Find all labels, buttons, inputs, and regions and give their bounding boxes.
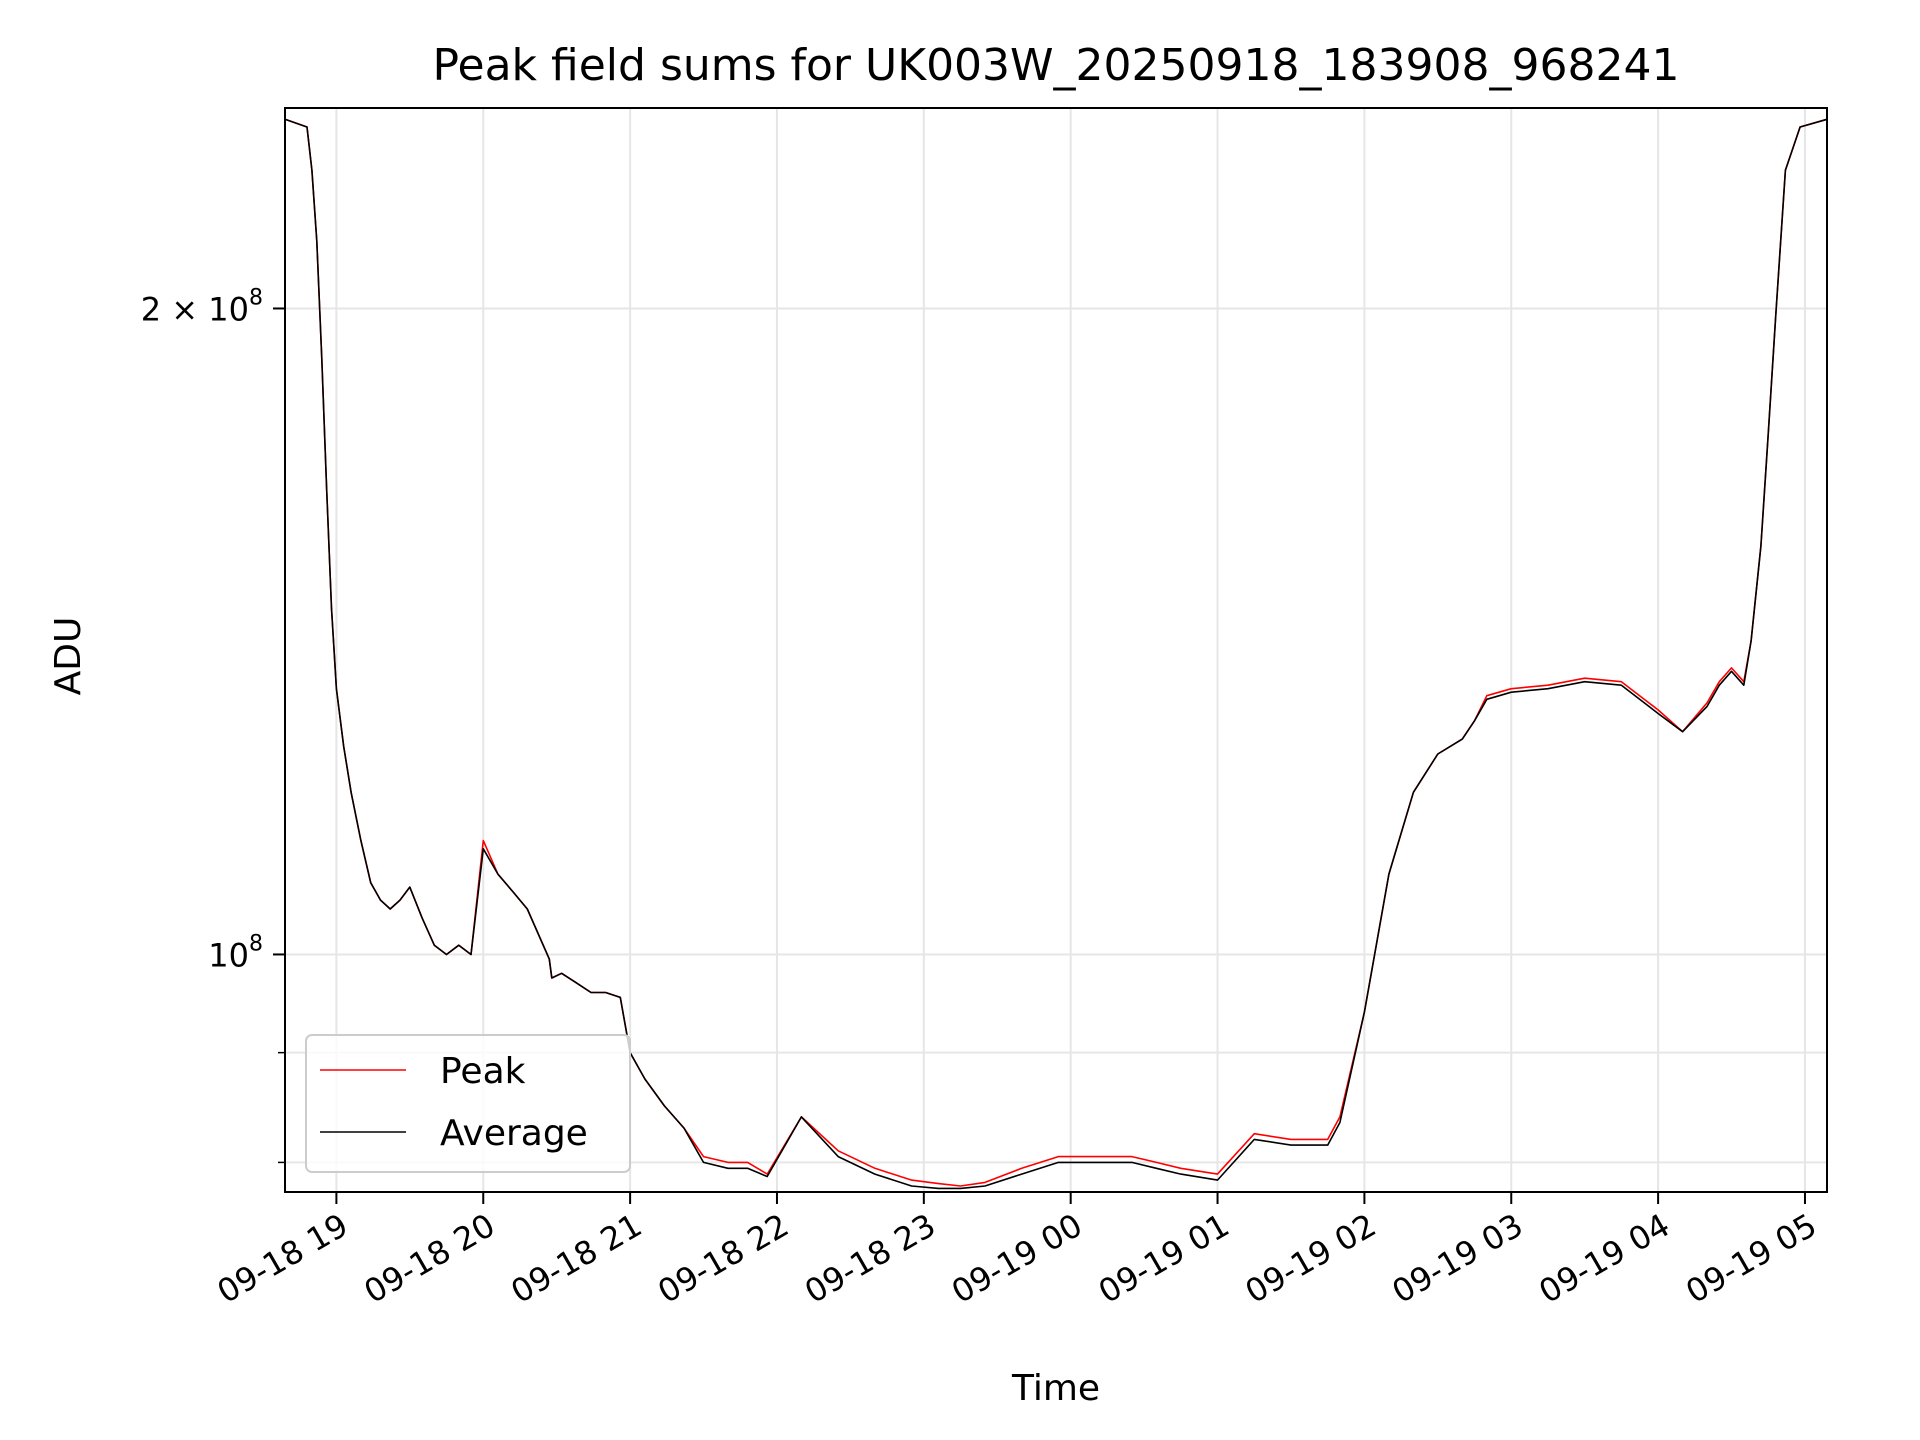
- chart-title: Peak field sums for UK003W_20250918_1839…: [433, 40, 1680, 91]
- y-axis-label: ADU: [48, 617, 89, 696]
- x-axis-label: Time: [1011, 1368, 1100, 1409]
- plot-frame: [284, 107, 1828, 1193]
- legend: Peak Average: [305, 1034, 631, 1173]
- y-tick-label: 2 × 108: [141, 285, 263, 328]
- legend-label-average: Average: [440, 1113, 588, 1154]
- legend-label-peak: Peak: [440, 1051, 526, 1092]
- series-lines: [284, 118, 1828, 1190]
- series-line-average: [284, 118, 1828, 1190]
